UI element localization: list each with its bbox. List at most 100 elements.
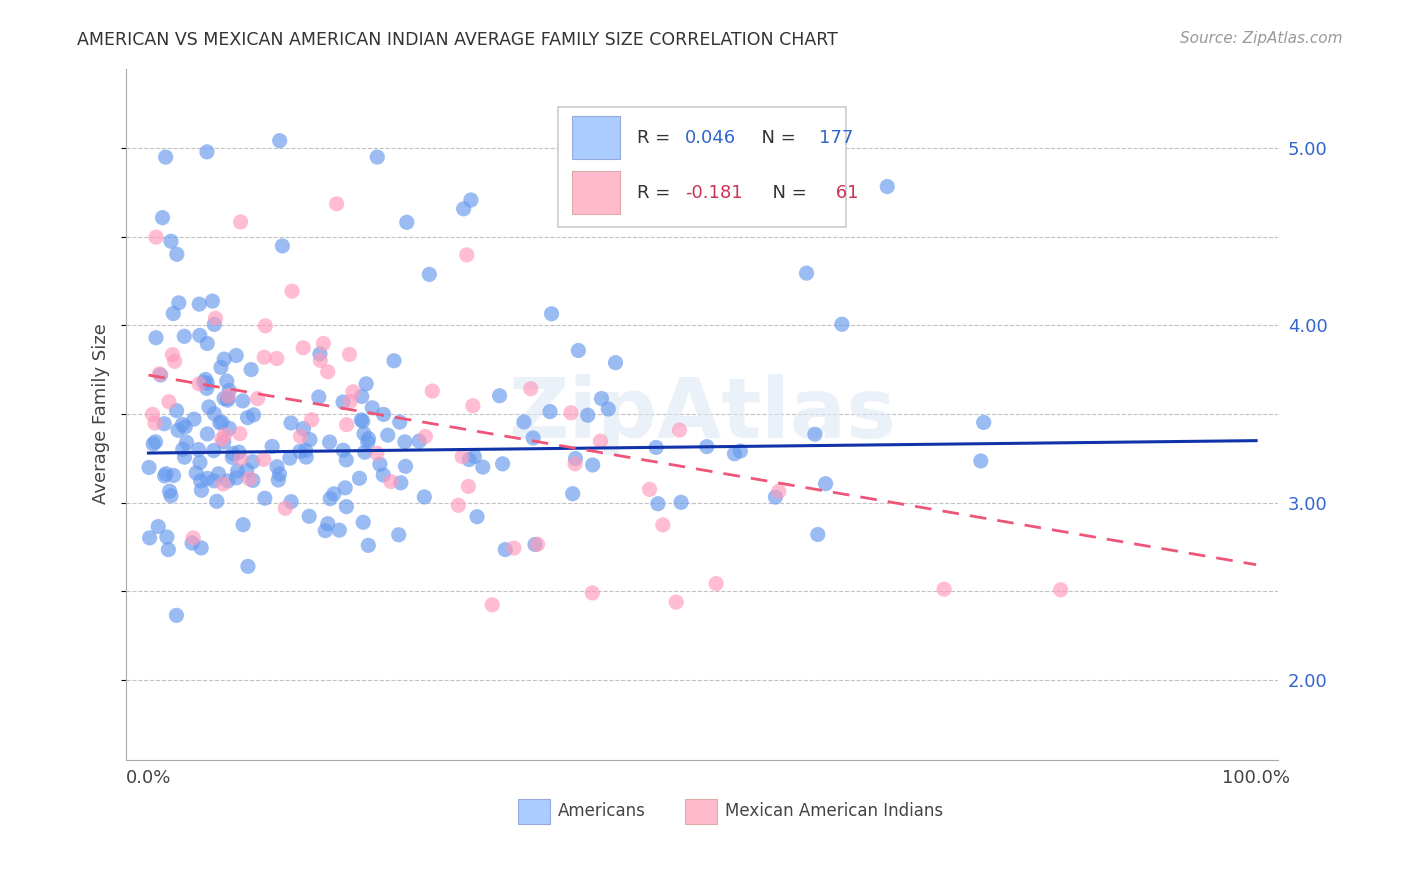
Point [225,471,247,485]
Point [288,444,311,458]
Point [246,392,269,406]
Point [266,459,288,474]
Point [328,523,350,537]
Text: 177: 177 [818,128,853,146]
Point [325,196,347,211]
Point [165,608,187,623]
Point [188,297,211,311]
Point [149,368,172,382]
Point [447,498,470,512]
Point [598,402,620,417]
Point [162,468,184,483]
Point [463,450,485,464]
Point [540,307,562,321]
Point [157,394,180,409]
Point [212,434,235,449]
Point [267,473,290,487]
Point [262,439,284,453]
Point [190,474,212,488]
Point [389,475,412,490]
Point [222,446,245,460]
Point [669,495,692,509]
Point [645,441,668,455]
Point [973,416,995,430]
Point [148,367,170,381]
Point [162,348,184,362]
Point [229,215,252,229]
Point [160,234,183,248]
Point [814,476,837,491]
Point [240,362,263,376]
Point [209,360,232,375]
Point [225,349,247,363]
Point [564,457,586,471]
Point [195,471,218,485]
Point [198,400,221,414]
Point [316,365,339,379]
Text: R =: R = [637,128,676,146]
Point [232,393,254,408]
Point [187,442,209,457]
Text: N =: N = [749,128,801,146]
Point [195,427,218,442]
Point [460,193,482,207]
Point [373,468,395,483]
Point [148,519,170,533]
Point [970,454,993,468]
Point [420,384,443,398]
Point [153,417,176,431]
Point [350,389,373,403]
Point [278,451,301,466]
Point [312,336,335,351]
Point [228,445,250,459]
Bar [572,116,620,159]
Point [494,542,516,557]
Point [159,484,181,499]
Point [155,467,177,481]
Point [236,559,259,574]
Point [453,202,475,216]
Point [413,490,436,504]
Point [145,230,167,244]
Point [145,434,167,449]
Point [236,410,259,425]
Point [322,487,344,501]
Point [488,389,510,403]
Point [202,474,225,488]
Point [581,586,603,600]
Point [172,417,194,432]
Point [696,440,718,454]
Point [456,248,478,262]
Point [357,435,380,450]
Point [188,455,211,469]
Point [1049,582,1071,597]
Point [280,494,302,508]
Point [194,372,217,386]
Point [561,486,583,500]
Point [339,347,361,361]
Point [163,354,186,368]
Point [190,483,212,498]
Point [647,497,669,511]
Point [765,490,787,504]
Point [253,491,276,506]
Point [190,541,212,555]
Text: Mexican American Indians: Mexican American Indians [725,803,943,821]
Point [350,413,373,427]
Text: R =: R = [637,184,676,202]
Point [308,390,330,404]
Point [193,375,215,389]
Point [665,595,688,609]
Point [173,450,195,464]
Point [342,384,364,399]
Point [368,458,391,472]
Point [195,381,218,395]
Text: Source: ZipAtlas.com: Source: ZipAtlas.com [1180,31,1343,46]
Point [195,336,218,351]
Point [298,433,321,447]
Point [172,442,194,457]
Point [155,150,177,164]
Point [162,306,184,320]
Point [366,150,388,164]
Point [188,328,211,343]
